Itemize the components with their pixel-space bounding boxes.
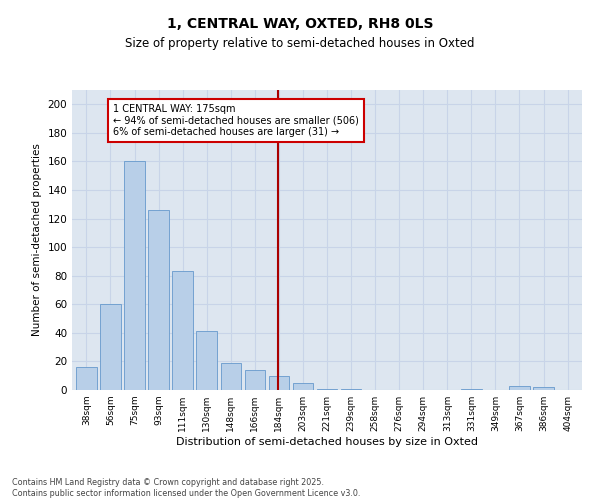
Bar xyxy=(461,388,482,390)
Bar xyxy=(293,383,313,390)
Text: 1, CENTRAL WAY, OXTED, RH8 0LS: 1, CENTRAL WAY, OXTED, RH8 0LS xyxy=(167,18,433,32)
Bar xyxy=(196,332,217,390)
Text: Contains HM Land Registry data © Crown copyright and database right 2025.
Contai: Contains HM Land Registry data © Crown c… xyxy=(12,478,361,498)
Bar xyxy=(100,304,121,390)
X-axis label: Distribution of semi-detached houses by size in Oxted: Distribution of semi-detached houses by … xyxy=(176,437,478,447)
Bar xyxy=(509,386,530,390)
Bar xyxy=(341,388,361,390)
Bar xyxy=(221,363,241,390)
Bar xyxy=(245,370,265,390)
Bar xyxy=(124,162,145,390)
Text: Size of property relative to semi-detached houses in Oxted: Size of property relative to semi-detach… xyxy=(125,38,475,51)
Bar xyxy=(533,387,554,390)
Bar xyxy=(317,388,337,390)
Bar xyxy=(269,376,289,390)
Y-axis label: Number of semi-detached properties: Number of semi-detached properties xyxy=(32,144,42,336)
Bar xyxy=(172,272,193,390)
Bar xyxy=(148,210,169,390)
Text: 1 CENTRAL WAY: 175sqm
← 94% of semi-detached houses are smaller (506)
6% of semi: 1 CENTRAL WAY: 175sqm ← 94% of semi-deta… xyxy=(113,104,359,138)
Bar xyxy=(76,367,97,390)
